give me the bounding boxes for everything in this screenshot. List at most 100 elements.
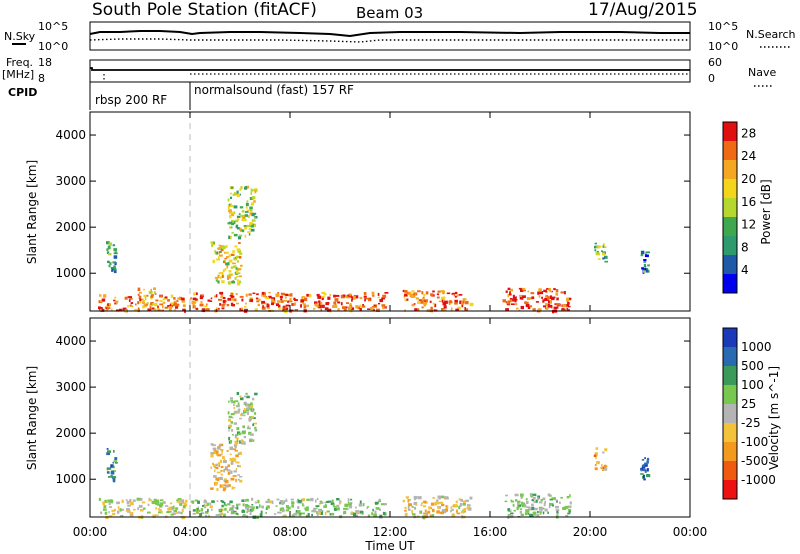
power-colorbar-tick-label: 28: [741, 126, 756, 140]
noise-panel: N.Sky 10^5 10^0 10^5 10^0 N.Search: [4, 20, 796, 53]
velocity-colorbar-tick-label: 100: [741, 378, 764, 392]
velocity-colorbar-label: Velocity [m s^-1]: [767, 366, 781, 470]
velocity-colorbar-swatch: [723, 442, 737, 462]
power-echo-region: [106, 241, 118, 274]
noise-tick-bottom-left: 10^0: [38, 40, 68, 53]
power-colorbar-tick-label: 24: [741, 149, 756, 163]
power-echo-region: [227, 185, 258, 240]
freq-trace: [90, 67, 690, 71]
velocity-colorbar-swatch: [723, 461, 737, 481]
x-tick-label: 20:00: [573, 525, 608, 539]
power-colorbar-swatch: [723, 274, 737, 294]
power-echo-region: [640, 250, 650, 274]
velocity-echo-region: [640, 457, 651, 481]
velocity-echo-region: [402, 495, 473, 520]
velocity-colorbar-swatch: [723, 385, 737, 405]
power-colorbar-swatch: [723, 141, 737, 161]
power-colorbar-swatch: [723, 255, 737, 275]
nave-tick-0: 0: [708, 72, 715, 85]
velocity-colorbar-tick-label: 1000: [741, 340, 772, 354]
x-axis-label: Time UT: [364, 539, 415, 553]
power-echo-region: [210, 241, 243, 286]
noise-tick-bottom-right: 10^0: [708, 40, 738, 53]
power-colorbar-tick-label: 16: [741, 195, 756, 209]
noise-tick-top-right: 10^5: [708, 20, 738, 33]
velocity-colorbar-swatch: [723, 480, 737, 500]
power-echo-region: [190, 291, 389, 313]
power-colorbar-tick-label: 12: [741, 218, 756, 232]
power-colorbar: 4 8 12 16 20 24 28: [722, 121, 756, 294]
noise-tick-top-left: 10^5: [38, 20, 68, 33]
n-search-trace: [89, 38, 690, 43]
velocity-echo-layer: [98, 392, 651, 520]
velocity-y-tick-label: 2000: [55, 426, 86, 440]
station-title: South Pole Station (fitACF): [92, 0, 317, 20]
power-colorbar-swatch: [723, 179, 737, 199]
beam-label: Beam 03: [356, 4, 423, 22]
n-sky-trace: [89, 30, 690, 38]
cpid-label: CPID: [8, 86, 37, 99]
velocity-echo-region: [106, 448, 118, 483]
n-sky-label: N.Sky: [4, 30, 36, 43]
velocity-echo-region: [504, 493, 572, 519]
freq-tick-8: 8: [38, 72, 45, 85]
velocity-colorbar-tick-label: 500: [741, 359, 764, 373]
power-colorbar-label: Power [dB]: [759, 179, 773, 244]
velocity-colorbar-tick-label: -1000: [741, 473, 776, 487]
velocity-echo-region: [227, 392, 258, 445]
velocity-panel: 1000 2000 3000 4000 Slant Range [km] 1000 50…: [25, 317, 781, 520]
nave-trace: [103, 73, 690, 80]
x-tick-label: 12:00: [373, 525, 408, 539]
velocity-colorbar-tick-label: 25: [741, 397, 756, 411]
velocity-y-tick-label: 4000: [55, 334, 86, 348]
power-y-tick-label: 2000: [55, 220, 86, 234]
cpid-mode-0: rbsp 200 RF: [95, 93, 167, 107]
velocity-colorbar-swatch: [723, 404, 737, 424]
velocity-colorbar-swatch: [723, 366, 737, 386]
n-search-label: N.Search: [746, 28, 796, 41]
nave-label: Nave: [748, 66, 776, 79]
velocity-echo-region: [593, 447, 608, 471]
freq-unit-label: [MHz]: [2, 68, 34, 81]
velocity-echo-region: [190, 497, 387, 519]
velocity-colorbar-tick-label: -100: [741, 435, 768, 449]
velocity-colorbar: 1000 500 100 25 -25 -100 -500 -1000: [722, 327, 776, 500]
x-tick-label: 00:00: [673, 525, 708, 539]
power-colorbar-swatch: [723, 122, 737, 142]
power-colorbar-swatch: [723, 198, 737, 218]
velocity-colorbar-swatch: [723, 328, 737, 348]
x-tick-label: 08:00: [273, 525, 308, 539]
power-colorbar-swatch: [723, 160, 737, 180]
x-axis: 00:00 04:00 08:00 12:00 16:00 20:00 00:00: [73, 112, 708, 539]
power-panel: 1000 2000 3000 4000 Slant Range [km] 4 8 12 16…: [25, 111, 773, 314]
power-colorbar-swatch: [723, 217, 737, 237]
velocity-echo-region: [210, 443, 243, 492]
velocity-y-tick-label: 1000: [55, 472, 86, 486]
power-echo-region: [594, 242, 608, 263]
power-colorbar-tick-label: 4: [741, 263, 749, 277]
power-colorbar-tick-label: 8: [741, 240, 749, 254]
power-y-axis: 1000 2000 3000 4000: [55, 128, 690, 280]
power-y-axis-label: Slant Range [km]: [25, 160, 39, 264]
velocity-colorbar-tick-label: -500: [741, 454, 768, 468]
power-y-tick-label: 3000: [55, 174, 86, 188]
power-y-tick-label: 4000: [55, 128, 86, 142]
x-tick-label: 16:00: [473, 525, 508, 539]
velocity-y-tick-label: 3000: [55, 380, 86, 394]
x-tick-label: 04:00: [173, 525, 208, 539]
power-colorbar-swatch: [723, 236, 737, 256]
cpid-mode-1: normalsound (fast) 157 RF: [194, 83, 354, 97]
freq-label: Freq.: [6, 56, 33, 69]
power-echo-region: [402, 289, 474, 313]
power-colorbar-tick-label: 20: [741, 172, 756, 186]
velocity-y-axis: 1000 2000 3000 4000: [55, 334, 690, 486]
freq-panel: Freq. [MHz] 18 8 60 0 Nave: [2, 56, 776, 87]
velocity-y-axis-label: Slant Range [km]: [25, 366, 39, 470]
power-echo-region: [137, 287, 158, 309]
x-tick-label: 00:00: [73, 525, 108, 539]
power-y-tick-label: 1000: [55, 266, 86, 280]
date-label: 17/Aug/2015: [588, 0, 698, 20]
velocity-colorbar-tick-label: -25: [741, 416, 761, 430]
velocity-colorbar-swatch: [723, 423, 737, 443]
